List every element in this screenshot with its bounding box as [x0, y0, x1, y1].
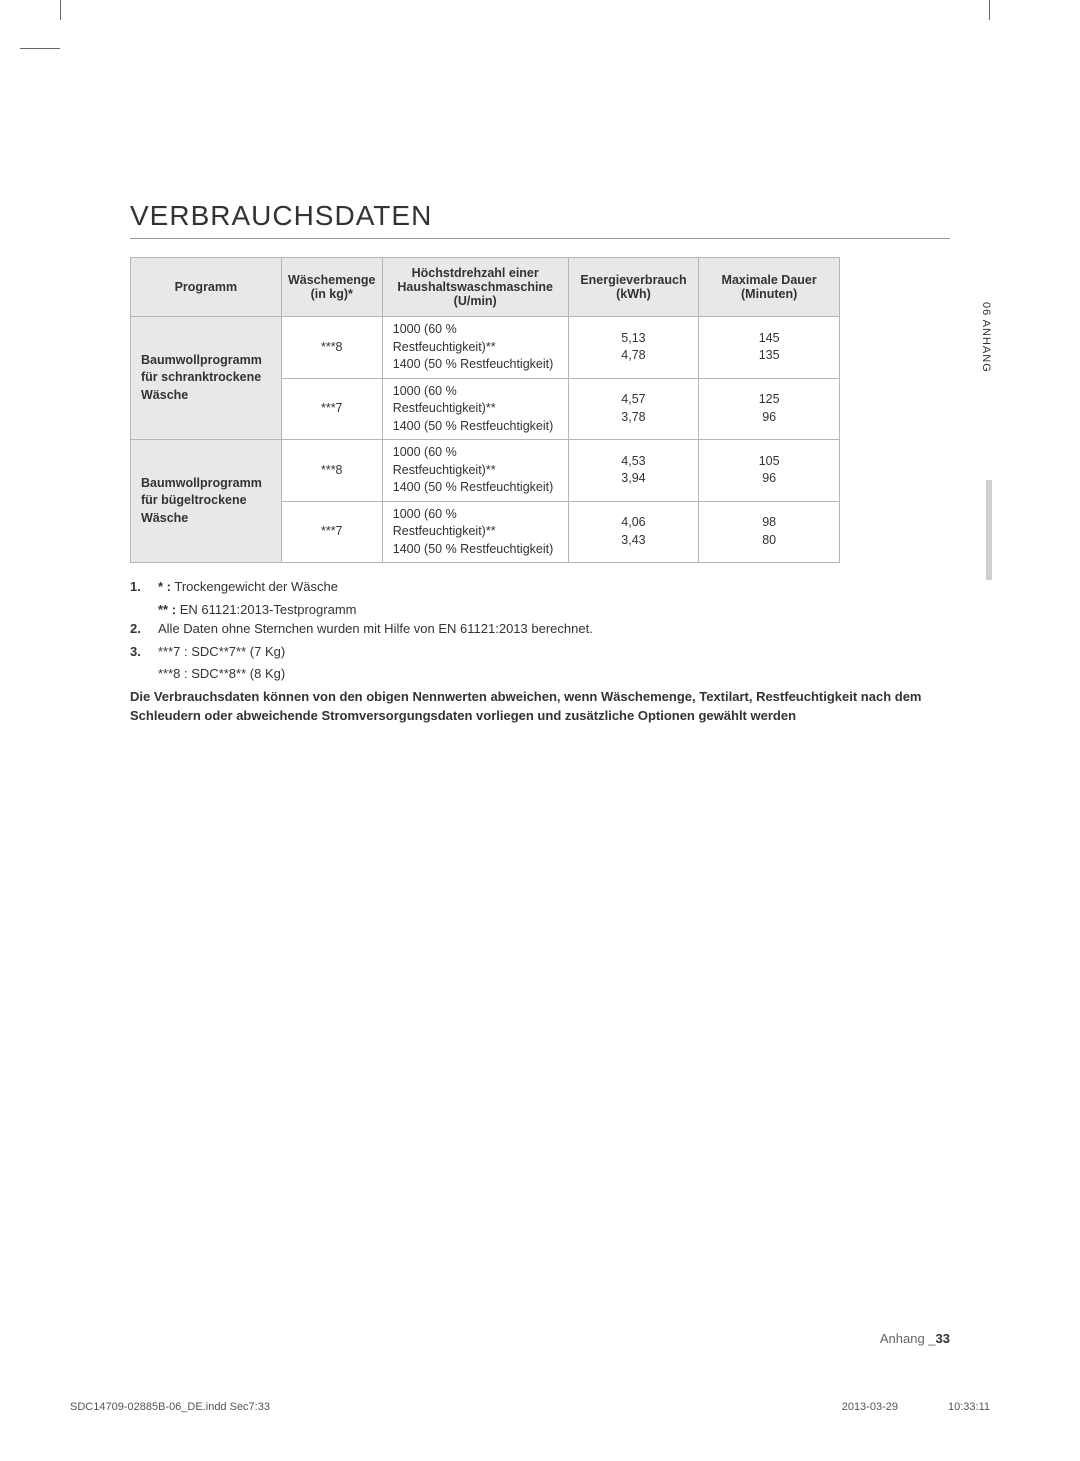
col-energie: Energieverbrauch (kWh) — [568, 258, 699, 317]
crop-mark — [60, 0, 61, 20]
menge-cell: ***7 — [281, 378, 382, 440]
footnote-3: 3. ***7 : SDC**7** (7 Kg) — [130, 642, 950, 662]
print-time: 10:33:11 — [948, 1401, 990, 1413]
kwh-cell: 4,573,78 — [568, 378, 699, 440]
menge-cell: ***7 — [281, 501, 382, 563]
footnote-num: 2. — [130, 619, 141, 639]
consumption-table: Programm Wäschemenge (in kg)* Höchstdreh… — [130, 257, 840, 563]
footer-label: Anhang _ — [880, 1331, 936, 1346]
footnote-1b: ** : EN 61121:2013-Testprogramm — [130, 600, 950, 620]
min-cell: 145135 — [699, 317, 840, 379]
menge-cell: ***8 — [281, 317, 382, 379]
footnote-label: * : Trockengewicht der Wäsche — [158, 579, 338, 594]
side-tab: 06 ANHANG — [980, 302, 992, 373]
col-dauer: Maximale Dauer (Minuten) — [699, 258, 840, 317]
page-content: VERBRAUCHSDATEN Programm Wäschemenge (in… — [0, 0, 1080, 726]
prog-cell: Baumwollprogramm für bügeltrockene Wäsch… — [131, 440, 282, 563]
spin-cell: 1000 (60 % Restfeuchtigkeit)**1400 (50 %… — [382, 501, 568, 563]
spin-cell: 1000 (60 % Restfeuchtigkeit)**1400 (50 %… — [382, 440, 568, 502]
spin-cell: 1000 (60 % Restfeuchtigkeit)**1400 (50 %… — [382, 378, 568, 440]
kwh-cell: 5,134,78 — [568, 317, 699, 379]
footnote-num: 1. — [130, 577, 141, 597]
footnote-2: 2. Alle Daten ohne Sternchen wurden mit … — [130, 619, 950, 639]
footnote-1: 1. * : Trockengewicht der Wäsche — [130, 577, 950, 597]
crop-mark — [989, 0, 990, 20]
crop-mark — [20, 48, 60, 49]
footnote-bold: Die Verbrauchsdaten können von den obige… — [130, 687, 950, 726]
table-row: Baumwollprogramm für schranktrockene Wäs… — [131, 317, 840, 379]
page-footer: Anhang _33 — [880, 1331, 950, 1346]
prog-cell: Baumwollprogramm für schranktrockene Wäs… — [131, 317, 282, 440]
footer-pagenum: 33 — [936, 1331, 950, 1346]
page-title: VERBRAUCHSDATEN — [130, 200, 950, 239]
spin-cell: 1000 (60 % Restfeuchtigkeit)**1400 (50 %… — [382, 317, 568, 379]
print-footer: SDC14709-02885B-06_DE.indd Sec7:33 2013-… — [70, 1401, 990, 1413]
min-cell: 10596 — [699, 440, 840, 502]
table-row: Baumwollprogramm für bügeltrockene Wäsch… — [131, 440, 840, 502]
footnote-num: 3. — [130, 642, 141, 662]
kwh-cell: 4,533,94 — [568, 440, 699, 502]
min-cell: 9880 — [699, 501, 840, 563]
side-bar — [986, 480, 992, 580]
print-file: SDC14709-02885B-06_DE.indd Sec7:33 — [70, 1401, 270, 1413]
footnotes: 1. * : Trockengewicht der Wäsche ** : EN… — [130, 577, 950, 726]
print-date: 2013-03-29 — [842, 1401, 898, 1413]
min-cell: 12596 — [699, 378, 840, 440]
col-waesche: Wäschemenge (in kg)* — [281, 258, 382, 317]
col-drehzahl: Höchstdrehzahl einer Haushaltswaschmasch… — [382, 258, 568, 317]
kwh-cell: 4,063,43 — [568, 501, 699, 563]
col-programm: Programm — [131, 258, 282, 317]
menge-cell: ***8 — [281, 440, 382, 502]
footnote-3b: ***8 : SDC**8** (8 Kg) — [130, 664, 950, 684]
